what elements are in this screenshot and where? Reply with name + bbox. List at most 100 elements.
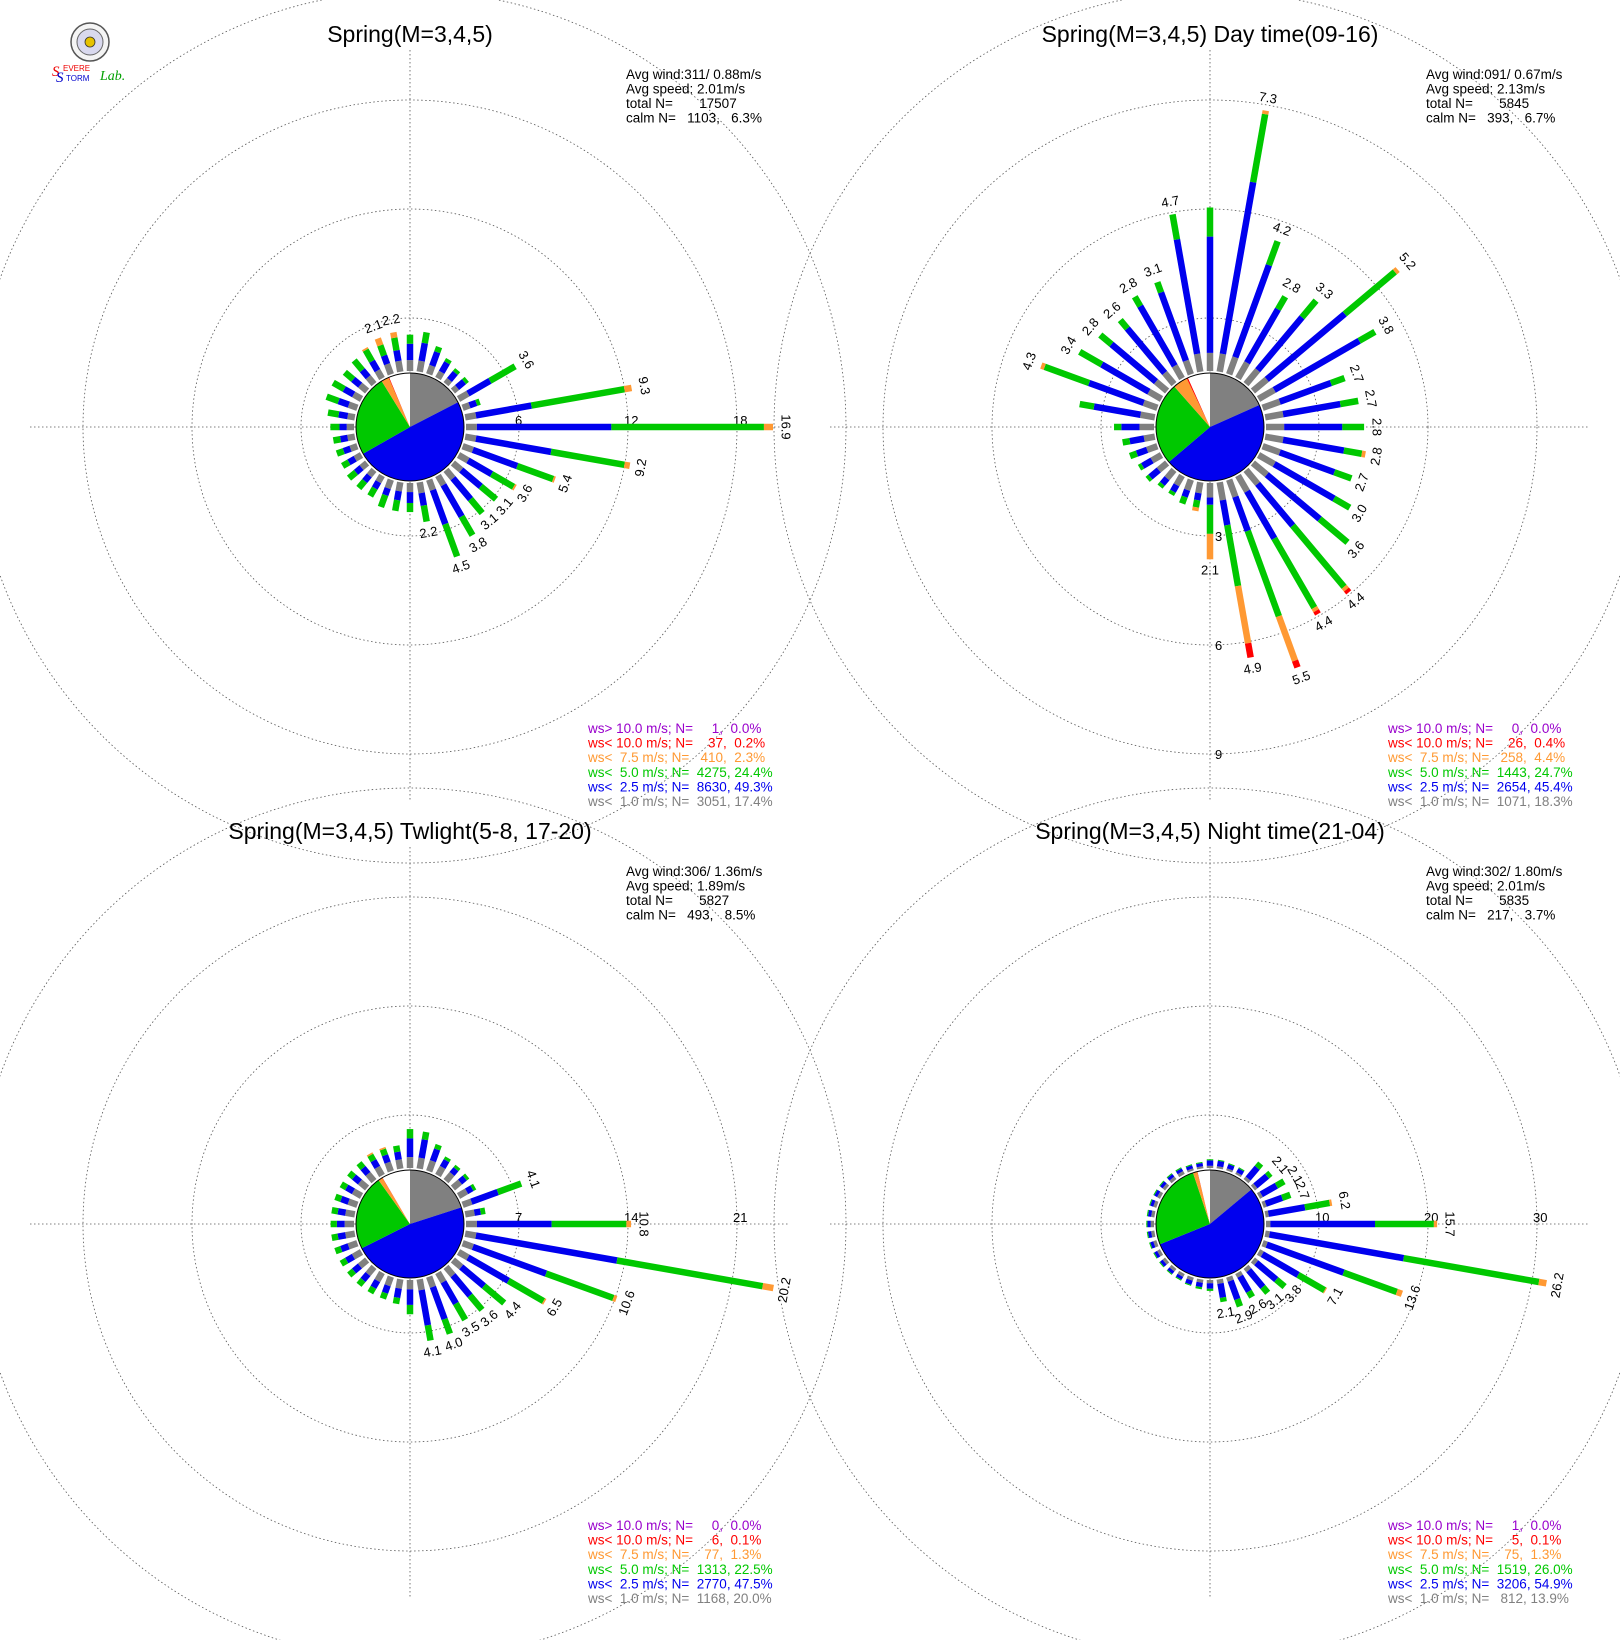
legend-entry: ws< 2.5 m/s; N= 2654, 45.4%	[1387, 779, 1573, 794]
sector-bar-segment	[1261, 1240, 1268, 1248]
sector-percent-label: 2.2	[381, 311, 401, 329]
sector-percent-label: 26.2	[1548, 1271, 1567, 1299]
sector-bar-segment	[470, 1189, 499, 1205]
sector-bar-segment	[459, 1264, 487, 1289]
sector-bar-segment	[468, 497, 485, 516]
sector-bar-segment	[1167, 1174, 1175, 1181]
sector-bar-segment	[374, 1165, 385, 1178]
sector-bar-segment	[442, 522, 461, 558]
sector-bar-segment	[1131, 295, 1144, 308]
sector-bar-segment	[440, 1280, 459, 1306]
sector-bar-segment	[370, 1159, 381, 1170]
ring-tick-label: 30	[1533, 1210, 1547, 1225]
sector-bar-segment	[1219, 499, 1231, 526]
sector-bar-segment	[1261, 398, 1281, 411]
sector-bar-segment	[1243, 1176, 1251, 1184]
legend-entry: ws< 1.0 m/s; N= 3051, 17.4%	[587, 794, 773, 809]
sector-bar-segment	[1162, 370, 1177, 387]
sector-bar-segment	[1156, 460, 1170, 473]
sector-bar-segment	[475, 435, 552, 456]
info-avg-wind: Avg wind:091/ 0.67m/s	[1426, 67, 1563, 82]
sector-bar-segment	[1339, 397, 1359, 408]
sector-bar-segment	[380, 354, 391, 366]
sector-bar-segment	[1234, 585, 1252, 644]
sector-bar-segment	[1157, 1249, 1164, 1257]
sector-bar-segment	[334, 1245, 343, 1255]
sector-bar-segment	[1184, 478, 1194, 491]
legend-entry: ws< 7.5 m/s; N= 258, 4.4%	[1387, 750, 1565, 765]
sector-bar-segment	[544, 1270, 615, 1302]
speed-pie-slice	[361, 1207, 464, 1278]
legend-entry: ws> 10.0 m/s; N= 0, 0.0%	[1387, 721, 1561, 736]
sector-bar-segment	[395, 360, 404, 373]
sector-bar-segment	[1153, 379, 1170, 394]
sector-bar-segment	[461, 376, 469, 385]
sector-bar-segment	[1256, 452, 1276, 467]
sector-bar-segment	[479, 1207, 486, 1215]
speed-pie-slice	[388, 377, 410, 427]
sector-bar-segment	[1260, 1284, 1271, 1295]
sector-bar-segment	[1160, 1181, 1167, 1189]
sector-bar-segment	[1175, 1273, 1184, 1280]
sector-bar-segment	[466, 378, 492, 397]
sector-bar-segment	[331, 1207, 339, 1215]
sector-bar-segment	[1267, 1204, 1306, 1217]
sector-bar-segment	[1216, 353, 1227, 373]
sector-bar-segment	[345, 1209, 356, 1218]
legend-entry: ws< 2.5 m/s; N= 3206, 54.9%	[1387, 1576, 1573, 1591]
sector-bar-segment	[384, 1161, 394, 1173]
sector-bar-segment	[360, 1165, 371, 1177]
sector-bar-segment	[1296, 1272, 1327, 1293]
sector-bar-segment	[1078, 348, 1104, 368]
sector-bar-segment	[1196, 1278, 1204, 1283]
sector-bar-segment	[478, 483, 499, 502]
sector-bar-segment	[351, 1174, 363, 1185]
info-avg-wind: Avg wind:306/ 1.36m/s	[626, 864, 763, 879]
sector-percent-label: 3.8	[466, 534, 489, 556]
speed-pie-slice	[1210, 373, 1260, 427]
sector-bar-segment	[1177, 1270, 1185, 1277]
sector-bar-segment	[475, 402, 532, 419]
sector-bar-segment	[456, 1188, 469, 1199]
logo-s2: S	[56, 70, 64, 86]
speed-pie-slice	[1159, 1189, 1265, 1279]
sector-bar-segment	[1177, 1171, 1185, 1178]
sector-bar-segment	[420, 504, 430, 523]
sector-bar-segment	[1186, 1275, 1194, 1281]
sector-bar-segment	[358, 382, 370, 394]
sector-bar-segment	[1224, 524, 1242, 587]
sector-bar-segment	[1261, 443, 1281, 456]
sector-bar-segment	[473, 1208, 482, 1216]
sector-bar-segment	[516, 462, 555, 483]
sector-bar-segment	[1167, 1267, 1175, 1274]
sector-bar-segment	[367, 1153, 377, 1163]
sector-bar-segment	[1109, 341, 1159, 385]
sector-bar-segment	[447, 370, 458, 383]
sector-bar-segment	[392, 499, 401, 512]
sector-bar-segment	[352, 391, 364, 402]
sector-bar-segment	[1154, 1189, 1161, 1198]
sector-bar-segment	[464, 1209, 475, 1218]
sector-bar-segment	[347, 433, 356, 442]
sector-bar-segment	[1150, 452, 1164, 464]
ring-tick-label: 9	[1215, 747, 1222, 762]
sector-bar-segment	[1329, 374, 1346, 387]
legend-entry: ws> 10.0 m/s; N= 0, 0.0%	[587, 1518, 761, 1533]
sector-bar-segment	[335, 448, 345, 457]
sector-percent-label: 2.8	[1079, 315, 1102, 338]
sector-bar-segment	[1264, 311, 1347, 382]
sector-bar-segment	[1290, 523, 1347, 589]
sector-percent-label: 4.4	[1312, 612, 1335, 634]
sector-bar-segment	[340, 1195, 350, 1205]
grid-ring	[773, 787, 1620, 1640]
sector-bar-segment	[377, 493, 389, 509]
sector-percent-label: 4.2	[1271, 219, 1293, 239]
sector-bar-segment	[362, 473, 372, 484]
sector-bar-segment	[1185, 1278, 1193, 1285]
sector-bar-segment	[1129, 435, 1145, 445]
sector-percent-label: 20.2	[775, 1276, 794, 1304]
legend-entry: ws< 7.5 m/s; N= 77, 1.3%	[587, 1547, 761, 1562]
sector-bar-segment	[1146, 443, 1159, 453]
sector-bar-segment	[467, 1293, 485, 1312]
sector-bar-segment	[1100, 361, 1151, 395]
